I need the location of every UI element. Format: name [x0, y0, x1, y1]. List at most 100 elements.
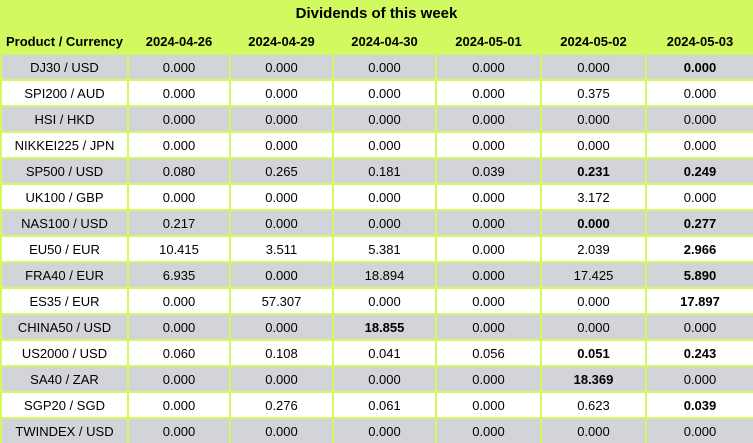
dividend-value-cell: 0.000 — [645, 105, 753, 133]
table-row: DJ30 / USD 0.000 0.000 0.000 0.000 0.000 0.000 — [0, 53, 753, 81]
dividend-value-cell: 0.000 — [127, 365, 231, 393]
dividend-value-cell: 18.369 — [540, 365, 647, 393]
table-row: SGP20 / SGD 0.000 0.276 0.061 0.000 0.623 0.03… — [0, 391, 753, 419]
dividend-value-cell: 0.000 — [127, 287, 231, 315]
date-column-header: 2024-04-26 — [127, 27, 231, 55]
product-cell: TWINDEX / USD — [0, 417, 129, 443]
dividend-value-cell: 0.039 — [645, 391, 753, 419]
dividend-value-cell: 0.000 — [645, 417, 753, 443]
table-row: HSI / HKD 0.000 0.000 0.000 0.000 0.000 0.000 — [0, 105, 753, 133]
dividend-value-cell: 0.000 — [127, 131, 231, 159]
product-cell: SP500 / USD — [0, 157, 129, 185]
dividend-value-cell: 5.890 — [645, 261, 753, 289]
dividend-value-cell: 2.039 — [540, 235, 647, 263]
table-row: SA40 / ZAR 0.000 0.000 0.000 0.000 18.369 0.00… — [0, 365, 753, 393]
dividend-value-cell: 10.415 — [127, 235, 231, 263]
product-cell: ES35 / EUR — [0, 287, 129, 315]
dividend-value-cell: 0.000 — [127, 313, 231, 341]
dividend-value-cell: 0.000 — [332, 79, 437, 107]
dividend-value-cell: 0.000 — [540, 53, 647, 81]
dividend-value-cell: 0.000 — [332, 365, 437, 393]
dividend-value-cell: 0.000 — [229, 79, 334, 107]
dividend-value-cell: 0.000 — [435, 391, 542, 419]
page-title: Dividends of this week — [295, 5, 458, 22]
dividend-value-cell: 0.000 — [229, 105, 334, 133]
dividend-value-cell: 0.000 — [435, 105, 542, 133]
dividend-value-cell: 0.000 — [540, 287, 647, 315]
header-row: Product / Currency 2024-04-26 2024-04-29 2… — [0, 27, 753, 55]
dividend-value-cell: 3.172 — [540, 183, 647, 211]
dividend-value-cell: 0.000 — [435, 235, 542, 263]
dividend-value-cell: 0.060 — [127, 339, 231, 367]
dividend-value-cell: 0.000 — [332, 53, 437, 81]
dividend-value-cell: 0.080 — [127, 157, 231, 185]
dividend-value-cell: 0.000 — [229, 183, 334, 211]
product-cell: NIKKEI225 / JPN — [0, 131, 129, 159]
dividend-value-cell: 0.000 — [540, 313, 647, 341]
dividend-value-cell: 0.108 — [229, 339, 334, 367]
product-currency-header: Product / Currency — [0, 27, 129, 55]
dividend-value-cell: 0.000 — [435, 131, 542, 159]
dividend-value-cell: 0.000 — [229, 209, 334, 237]
dividend-value-cell: 0.039 — [435, 157, 542, 185]
dividend-value-cell: 0.000 — [435, 417, 542, 443]
dividend-value-cell: 0.000 — [332, 105, 437, 133]
table-row: FRA40 / EUR 6.935 0.000 18.894 0.000 17.425 5.… — [0, 261, 753, 289]
dividend-value-cell: 0.375 — [540, 79, 647, 107]
table-row: NAS100 / USD 0.217 0.000 0.000 0.000 0.000 0.2… — [0, 209, 753, 237]
dividend-value-cell: 18.894 — [332, 261, 437, 289]
dividend-value-cell: 0.000 — [332, 209, 437, 237]
product-cell: US2000 / USD — [0, 339, 129, 367]
dividend-value-cell: 0.277 — [645, 209, 753, 237]
dividend-value-cell: 0.000 — [127, 417, 231, 443]
table-row: ES35 / EUR 0.000 57.307 0.000 0.000 0.000 17.8… — [0, 287, 753, 315]
product-cell: SGP20 / SGD — [0, 391, 129, 419]
dividend-value-cell: 0.000 — [435, 287, 542, 315]
product-cell: SPI200 / AUD — [0, 79, 129, 107]
dividend-value-cell: 6.935 — [127, 261, 231, 289]
date-column-header: 2024-05-02 — [540, 27, 647, 55]
table-row: EU50 / EUR 10.415 3.511 5.381 0.000 2.039 2.96… — [0, 235, 753, 263]
product-cell: UK100 / GBP — [0, 183, 129, 211]
dividend-value-cell: 0.000 — [229, 365, 334, 393]
dividend-value-cell: 0.000 — [540, 105, 647, 133]
date-column-header: 2024-05-03 — [645, 27, 753, 55]
dividends-table: Product / Currency 2024-04-26 2024-04-29 2… — [0, 27, 753, 443]
dividend-value-cell: 0.000 — [435, 53, 542, 81]
dividend-value-cell: 0.000 — [645, 79, 753, 107]
product-cell: SA40 / ZAR — [0, 365, 129, 393]
dividend-value-cell: 0.000 — [332, 417, 437, 443]
dividend-value-cell: 0.000 — [435, 313, 542, 341]
table-row: NIKKEI225 / JPN 0.000 0.000 0.000 0.000 0.000… — [0, 131, 753, 159]
dividend-value-cell: 0.000 — [435, 209, 542, 237]
dividend-value-cell: 0.623 — [540, 391, 647, 419]
dividend-value-cell: 0.061 — [332, 391, 437, 419]
dividend-value-cell: 0.000 — [645, 53, 753, 81]
product-cell: DJ30 / USD — [0, 53, 129, 81]
product-cell: FRA40 / EUR — [0, 261, 129, 289]
dividend-value-cell: 0.000 — [435, 183, 542, 211]
dividend-value-cell: 0.051 — [540, 339, 647, 367]
table-row: TWINDEX / USD 0.000 0.000 0.000 0.000 0.000 0.… — [0, 417, 753, 443]
dividend-value-cell: 0.000 — [332, 131, 437, 159]
dividend-value-cell: 0.000 — [435, 79, 542, 107]
dividend-value-cell: 0.249 — [645, 157, 753, 185]
dividend-value-cell: 0.056 — [435, 339, 542, 367]
dividend-value-cell: 0.217 — [127, 209, 231, 237]
dividend-value-cell: 0.000 — [540, 131, 647, 159]
dividend-value-cell: 3.511 — [229, 235, 334, 263]
product-cell: HSI / HKD — [0, 105, 129, 133]
dividend-value-cell: 0.000 — [540, 209, 647, 237]
dividend-value-cell: 17.425 — [540, 261, 647, 289]
dividend-value-cell: 0.181 — [332, 157, 437, 185]
dividend-value-cell: 0.000 — [127, 183, 231, 211]
dividend-value-cell: 57.307 — [229, 287, 334, 315]
dividend-value-cell: 0.000 — [229, 313, 334, 341]
table-row: SP500 / USD 0.080 0.265 0.181 0.039 0.231 0.24… — [0, 157, 753, 185]
dividend-value-cell: 0.000 — [332, 287, 437, 315]
date-column-header: 2024-04-30 — [332, 27, 437, 55]
dividend-value-cell: 0.000 — [127, 105, 231, 133]
product-cell: NAS100 / USD — [0, 209, 129, 237]
dividend-value-cell: 0.000 — [127, 391, 231, 419]
